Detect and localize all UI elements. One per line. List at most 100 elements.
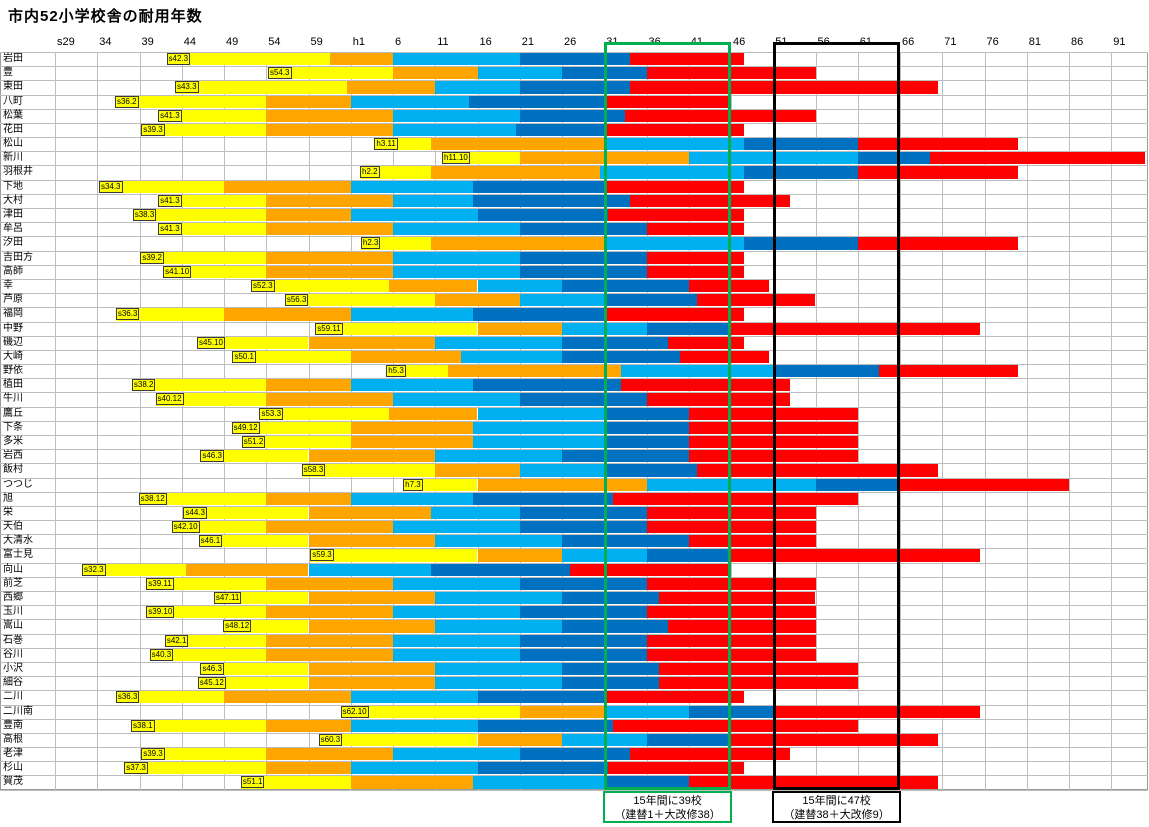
bar-segment-yellow bbox=[140, 251, 267, 264]
built-date-label: s32.3 bbox=[82, 563, 106, 576]
row-label: 石巻 bbox=[3, 634, 23, 646]
bar-segment-red bbox=[659, 662, 858, 676]
row-label: 吉田方 bbox=[3, 251, 33, 263]
gridline-horizontal bbox=[0, 208, 1148, 210]
bar-segment-orange bbox=[329, 53, 393, 66]
row-label: 植田 bbox=[3, 379, 23, 391]
bar-segment-orange bbox=[435, 294, 520, 307]
bar-segment-red bbox=[646, 506, 816, 520]
bar-segment-darkblue bbox=[773, 365, 879, 378]
bar-segment-lightblue bbox=[393, 521, 520, 534]
bar-segment-red bbox=[629, 194, 791, 208]
bar-segment-darkblue bbox=[688, 705, 774, 718]
bar-segment-red bbox=[731, 549, 981, 562]
bar-segment-orange bbox=[477, 549, 562, 562]
axis-tick-label: 16 bbox=[479, 36, 492, 48]
row-label: 岩田 bbox=[3, 53, 23, 64]
bar-segment-red bbox=[688, 435, 858, 449]
bar-segment-yellow bbox=[124, 762, 267, 775]
built-date-label: h5.3 bbox=[386, 365, 406, 378]
bar-segment-orange bbox=[266, 606, 393, 619]
built-date-label: s58.3 bbox=[301, 464, 326, 477]
bar-segment-darkblue bbox=[604, 464, 698, 477]
bar-segment-darkblue bbox=[562, 450, 689, 463]
bar-segment-red bbox=[667, 336, 744, 349]
bar-segment-lightblue bbox=[435, 620, 562, 633]
bar-segment-red bbox=[612, 492, 858, 505]
bar-segment-darkblue bbox=[562, 620, 668, 633]
bar-segment-darkblue bbox=[646, 322, 731, 335]
built-date-label: s36.3 bbox=[115, 308, 140, 321]
bar-segment-lightblue bbox=[435, 662, 562, 676]
bar-segment-darkblue bbox=[604, 776, 689, 789]
row-label: 芦原 bbox=[3, 294, 23, 306]
axis-tick-label: 91 bbox=[1113, 36, 1126, 48]
bar-segment-red bbox=[857, 166, 1019, 179]
gridline-horizontal bbox=[0, 264, 1148, 266]
axis-tick-label: 49 bbox=[226, 36, 239, 48]
bar-segment-lightblue bbox=[604, 237, 744, 250]
row-label: 飯村 bbox=[3, 464, 23, 476]
row-label: 松葉 bbox=[3, 109, 23, 121]
bar-segment-lightblue bbox=[431, 506, 520, 520]
bar-segment-darkblue bbox=[562, 279, 689, 293]
bar-segment-orange bbox=[266, 194, 393, 208]
bar-segment-orange bbox=[224, 691, 351, 704]
bar-segment-red bbox=[646, 606, 816, 619]
bar-segment-lightblue bbox=[350, 492, 474, 505]
bar-segment-darkblue bbox=[646, 733, 731, 747]
bar-segment-lightblue bbox=[393, 577, 520, 591]
bar-segment-orange bbox=[266, 492, 351, 505]
bar-segment-darkblue bbox=[562, 592, 660, 605]
axis-tick-label: 39 bbox=[141, 36, 154, 48]
bar-segment-orange bbox=[266, 123, 393, 137]
built-date-label: s54.3 bbox=[267, 67, 292, 80]
row-label: 谷川 bbox=[3, 648, 23, 660]
row-label: 鷹丘 bbox=[3, 407, 23, 419]
bar-segment-darkblue bbox=[562, 677, 660, 690]
axis-tick-label: 44 bbox=[183, 36, 196, 48]
row-label: 玉川 bbox=[3, 606, 23, 618]
row-label: 野依 bbox=[3, 365, 23, 377]
built-date-label: s60.3 bbox=[318, 733, 343, 746]
built-date-label: s56.3 bbox=[284, 294, 309, 307]
gridline-horizontal bbox=[0, 619, 1148, 621]
bar-segment-orange bbox=[346, 81, 436, 94]
bar-segment-lightblue bbox=[477, 279, 562, 293]
bar-segment-yellow bbox=[241, 435, 351, 449]
bar-segment-yellow bbox=[98, 180, 224, 193]
bar-segment-darkblue bbox=[519, 265, 647, 278]
bar-segment-orange bbox=[477, 322, 562, 335]
bar-segment-darkblue bbox=[562, 535, 689, 548]
row-label: 西郷 bbox=[3, 592, 23, 604]
row-label: 小沢 bbox=[3, 662, 23, 674]
bar-segment-yellow bbox=[158, 194, 267, 208]
bar-segment-yellow bbox=[114, 95, 267, 108]
gridline-horizontal bbox=[0, 505, 1148, 507]
row-label: 幸 bbox=[3, 279, 13, 291]
bar-segment-darkblue bbox=[646, 549, 731, 562]
bar-segment-red bbox=[646, 577, 816, 591]
bar-segment-darkblue bbox=[743, 166, 858, 179]
gridline-horizontal bbox=[0, 534, 1148, 536]
bar-segment-lightblue bbox=[435, 535, 562, 548]
gridline-horizontal bbox=[0, 222, 1148, 224]
bar-segment-darkblue bbox=[519, 506, 647, 520]
gridline-horizontal bbox=[0, 491, 1148, 493]
row-label: 旭 bbox=[3, 492, 13, 504]
axis-tick-label: 76 bbox=[986, 36, 999, 48]
built-date-label: s45.10 bbox=[196, 336, 225, 349]
built-date-label: s39.2 bbox=[140, 251, 164, 264]
bar-segment-darkblue bbox=[473, 379, 622, 392]
gridline-horizontal bbox=[0, 732, 1148, 734]
row-label: 汐田 bbox=[3, 237, 23, 249]
bar-segment-red bbox=[604, 308, 744, 321]
bar-segment-darkblue bbox=[431, 563, 571, 576]
gridline-horizontal bbox=[0, 321, 1148, 323]
bar-segment-yellow bbox=[259, 407, 389, 420]
bar-segment-yellow bbox=[131, 379, 267, 392]
row-label: 天伯 bbox=[3, 521, 23, 533]
bar-segment-yellow bbox=[131, 719, 267, 732]
bar-segment-darkblue bbox=[604, 435, 689, 449]
bar-segment-darkblue bbox=[477, 762, 609, 775]
